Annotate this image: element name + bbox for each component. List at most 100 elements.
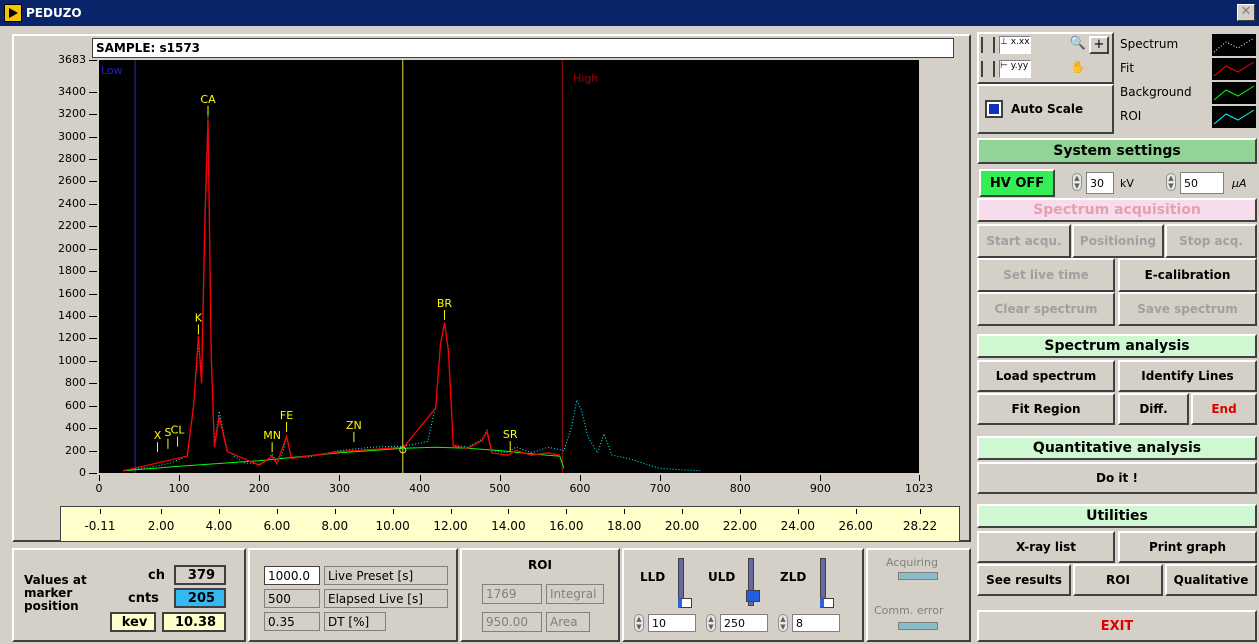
x-tick-label: 400 — [409, 482, 431, 495]
zld-input[interactable]: 8 — [792, 614, 840, 632]
crosshair-icon[interactable]: + — [1089, 36, 1109, 54]
energy-tick-mark — [218, 509, 220, 514]
stop-acquisition-button[interactable]: Stop acq. — [1165, 224, 1257, 258]
y-tick-label: 1200 — [58, 331, 86, 345]
energy-tick-mark — [450, 509, 452, 514]
roi-button[interactable]: ROI — [1073, 564, 1163, 596]
graph-tools: ⊥ x.xx ⊢ y.yy 🔍 + ✋ — [977, 32, 1114, 84]
fit-region-button[interactable]: Fit Region — [977, 393, 1115, 425]
y-lock-icon[interactable] — [981, 61, 995, 77]
x-tick-mark — [259, 475, 261, 481]
y-tick-mark — [89, 473, 97, 474]
x-tick-mark — [499, 475, 501, 481]
y-tick-label: 2800 — [58, 152, 86, 166]
start-acquisition-button[interactable]: Start acqu. — [977, 224, 1071, 258]
ch-value: 379 — [174, 565, 226, 585]
energy-tick-mark — [334, 509, 336, 514]
x-lock-icon[interactable] — [981, 37, 995, 53]
zoom-icon[interactable]: 🔍 — [1069, 36, 1087, 51]
close-icon[interactable]: ✕ — [1237, 4, 1255, 21]
kv-input[interactable]: 30 — [1086, 172, 1114, 194]
uld-spinner[interactable]: ▲ ▼ — [706, 614, 716, 632]
x-format-label: x.xx — [1010, 37, 1030, 47]
x-tick-label: 500 — [489, 482, 511, 495]
y-format-icon[interactable]: ⊢ y.yy — [999, 60, 1031, 78]
zld-spinner[interactable]: ▲ ▼ — [778, 614, 788, 632]
lld-input[interactable]: 10 — [648, 614, 696, 632]
roi-panel: ROI 1769 Integral 950.00 Area — [460, 548, 620, 642]
quantitative-analysis-header: Quantitative analysis — [977, 436, 1257, 460]
y-tick-label: 600 — [65, 398, 86, 412]
energy-tick-mark — [855, 509, 857, 514]
x-tick-label: 800 — [729, 482, 751, 495]
load-spectrum-button[interactable]: Load spectrum — [977, 360, 1115, 392]
y-tick-mark — [89, 203, 97, 205]
x-tick-label: 900 — [809, 482, 831, 495]
legend-label-fit: Fit — [1120, 61, 1135, 75]
kv-spinner[interactable]: ▲ ▼ — [1072, 173, 1082, 191]
x-format-icon[interactable]: ⊥ x.xx — [999, 36, 1031, 54]
pan-hand-icon[interactable]: ✋ — [1070, 60, 1086, 74]
y-tick-mark — [89, 383, 97, 385]
clear-spectrum-button[interactable]: Clear spectrum — [977, 292, 1115, 326]
set-live-time-button[interactable]: Set live time — [977, 258, 1115, 292]
lld-label: LLD — [640, 570, 666, 584]
y-tick-mark — [89, 293, 97, 295]
ua-spinner[interactable]: ▲ ▼ — [1166, 173, 1176, 191]
do-it-button[interactable]: Do it ! — [977, 462, 1257, 494]
energy-tick-label: 10.00 — [375, 519, 410, 533]
energy-tick-mark — [566, 509, 568, 514]
positioning-button[interactable]: Positioning — [1072, 224, 1164, 258]
x-tick-mark — [339, 475, 341, 481]
kev-value: 10.38 — [162, 612, 226, 632]
identify-lines-button[interactable]: Identify Lines — [1118, 360, 1257, 392]
auto-scale-checkbox[interactable] — [985, 100, 1003, 118]
energy-tick-label: 12.00 — [433, 519, 468, 533]
uld-slider[interactable] — [748, 558, 754, 606]
end-button[interactable]: End — [1191, 393, 1257, 425]
high-marker-label: High — [573, 72, 599, 85]
legend-swatch-fit — [1212, 58, 1256, 80]
xray-list-button[interactable]: X-ray list — [977, 531, 1115, 563]
qualitative-button[interactable]: Qualitative — [1165, 564, 1257, 596]
ua-input[interactable]: 50 — [1180, 172, 1224, 194]
live-preset-input[interactable]: 1000.0 — [264, 566, 320, 585]
y-tick-mark — [89, 114, 97, 116]
utilities-header: Utilities — [977, 504, 1257, 528]
x-tick-mark — [919, 475, 920, 481]
y-tick-label: 1600 — [58, 286, 86, 300]
app-icon — [4, 4, 22, 22]
ua-unit: µA — [1232, 177, 1247, 190]
energy-tick-mark — [682, 509, 684, 514]
x-tick-label: 600 — [569, 482, 591, 495]
uld-input[interactable]: 250 — [720, 614, 768, 632]
see-results-button[interactable]: See results — [977, 564, 1071, 596]
energy-tick-label: 14.00 — [491, 519, 526, 533]
hv-toggle-button[interactable]: HV OFF — [979, 169, 1055, 197]
lld-spinner[interactable]: ▲ ▼ — [634, 614, 644, 632]
save-spectrum-button[interactable]: Save spectrum — [1118, 292, 1257, 326]
x-tick-mark — [419, 475, 421, 481]
print-graph-button[interactable]: Print graph — [1118, 531, 1257, 563]
y-tick-mark — [89, 428, 97, 430]
lld-slider-handle[interactable] — [678, 598, 692, 608]
uld-slider-handle[interactable] — [746, 590, 760, 602]
cnts-value: 205 — [174, 588, 226, 608]
x-tick-mark — [740, 475, 742, 481]
spectrum-plot[interactable]: X S CL K CA MN FE ZN BR SR Low High — [99, 60, 919, 473]
y-tick-mark — [89, 136, 97, 138]
diff-button[interactable]: Diff. — [1118, 393, 1189, 425]
peak-label-ca: CA — [200, 93, 216, 106]
x-tick-mark — [579, 475, 581, 481]
title-bar: PEDUZO ✕ — [0, 0, 1259, 26]
y-tick-label: 3400 — [58, 84, 86, 98]
y-tick-label: 2000 — [58, 241, 86, 255]
acquiring-indicator — [898, 572, 938, 580]
dead-time-value: 0.35 — [264, 612, 320, 631]
energy-axis: -0.11 2.00 4.00 6.00 8.00 10.00 12.00 14.00 16.0… — [60, 506, 960, 542]
zld-slider-handle[interactable] — [820, 598, 834, 608]
peak-label-k: K — [195, 311, 203, 324]
peak-label-s: S — [164, 426, 171, 439]
exit-button[interactable]: EXIT — [977, 610, 1257, 642]
e-calibration-button[interactable]: E-calibration — [1118, 258, 1257, 292]
